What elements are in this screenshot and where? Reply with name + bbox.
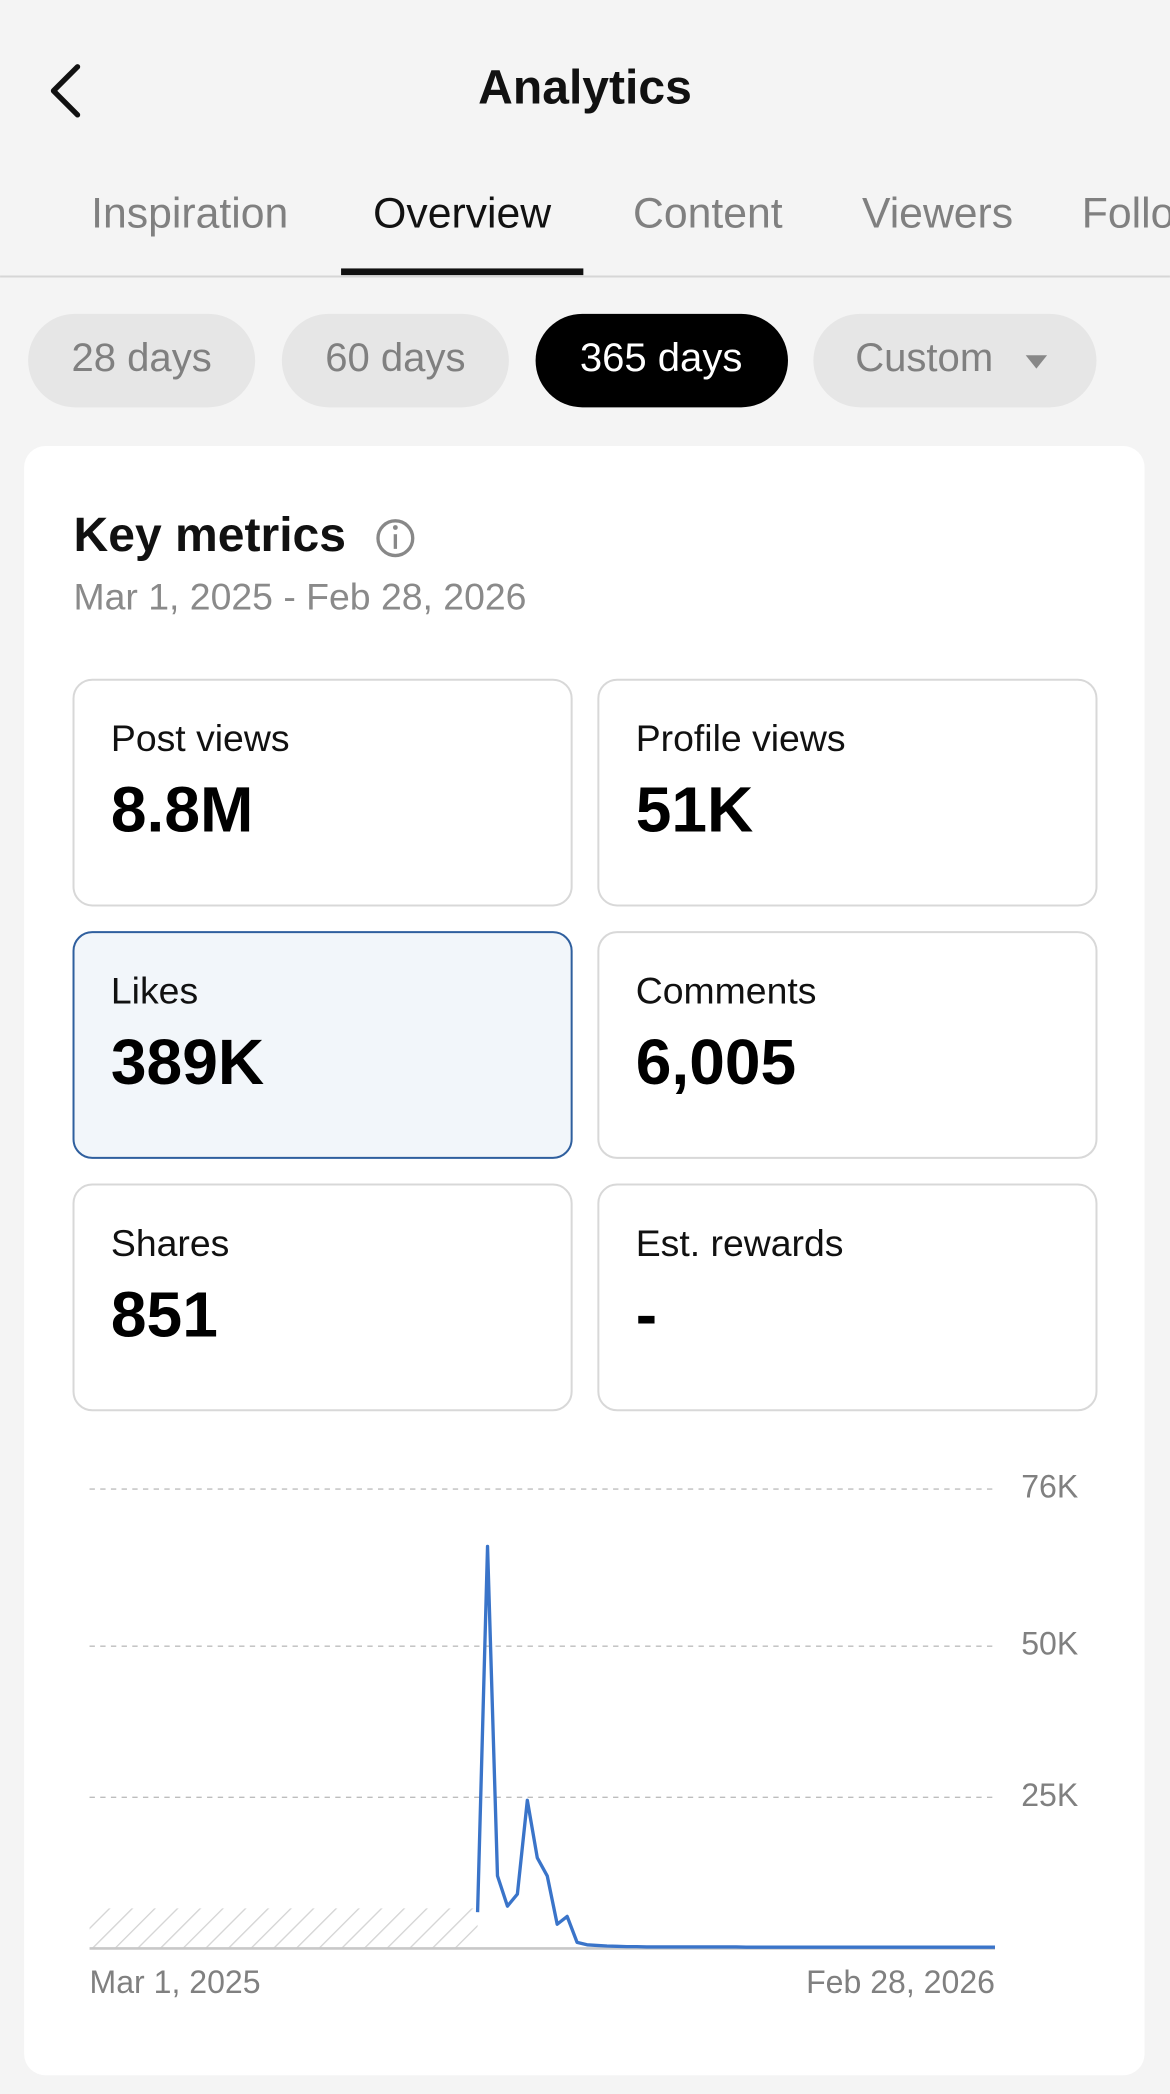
tab[interactable]: Content (633, 190, 783, 238)
x-tick-label: Mar 1, 2025 (90, 1964, 261, 2000)
date-range: Mar 1, 2025 - Feb 28, 2026 (74, 575, 527, 617)
period-label[interactable]: 365 days (580, 336, 743, 380)
metric-label: Est. rewards (636, 1222, 844, 1264)
y-tick-label: 50K (1021, 1626, 1079, 1662)
period-label[interactable]: 60 days (325, 336, 465, 380)
metric-tile[interactable] (72, 931, 573, 1159)
back-button[interactable] (50, 64, 81, 118)
metric-label: Likes (111, 969, 198, 1011)
tab-underline (341, 268, 584, 276)
y-tick-label: 76K (1021, 1469, 1079, 1505)
period-label[interactable]: Custom (855, 336, 993, 380)
period-chip[interactable] (813, 313, 1097, 408)
period-label[interactable]: 28 days (71, 336, 211, 380)
tab[interactable]: Overview (373, 190, 551, 238)
metric-tile[interactable] (72, 678, 573, 907)
metric-value: 8.8M (111, 774, 254, 846)
metric-value: 51K (636, 774, 754, 846)
period-chip[interactable] (281, 313, 509, 408)
info-icon[interactable] (376, 519, 415, 558)
x-tick-label: Feb 28, 2026 (806, 1964, 995, 2000)
period-chip[interactable] (535, 313, 788, 408)
metric-tile[interactable] (597, 931, 1098, 1159)
card-title: Key metrics (74, 508, 347, 562)
metric-label: Comments (636, 969, 817, 1011)
metric-value: 851 (111, 1278, 218, 1350)
line-series (475, 1544, 995, 1949)
metric-label: Post views (111, 717, 290, 759)
tab[interactable]: Followers (1082, 190, 1170, 238)
metric-value: 389K (111, 1026, 264, 1098)
page-title: Analytics (478, 61, 692, 115)
no-data-area (89, 1908, 478, 1949)
period-chip[interactable] (28, 313, 256, 408)
dropdown-caret (1025, 355, 1048, 369)
y-tick-label: 25K (1021, 1777, 1079, 1813)
metric-value: - (636, 1278, 657, 1350)
metric-value: 6,005 (636, 1026, 796, 1098)
tab[interactable]: Viewers (862, 190, 1013, 238)
metric-label: Shares (111, 1222, 229, 1264)
info-dot (392, 525, 398, 530)
metric-label: Profile views (636, 717, 846, 759)
metric-tile[interactable] (597, 1183, 1098, 1412)
tab[interactable]: Inspiration (91, 190, 288, 238)
info-circle (376, 519, 415, 558)
metric-tile[interactable] (597, 678, 1098, 907)
metric-tile[interactable] (72, 1183, 573, 1412)
